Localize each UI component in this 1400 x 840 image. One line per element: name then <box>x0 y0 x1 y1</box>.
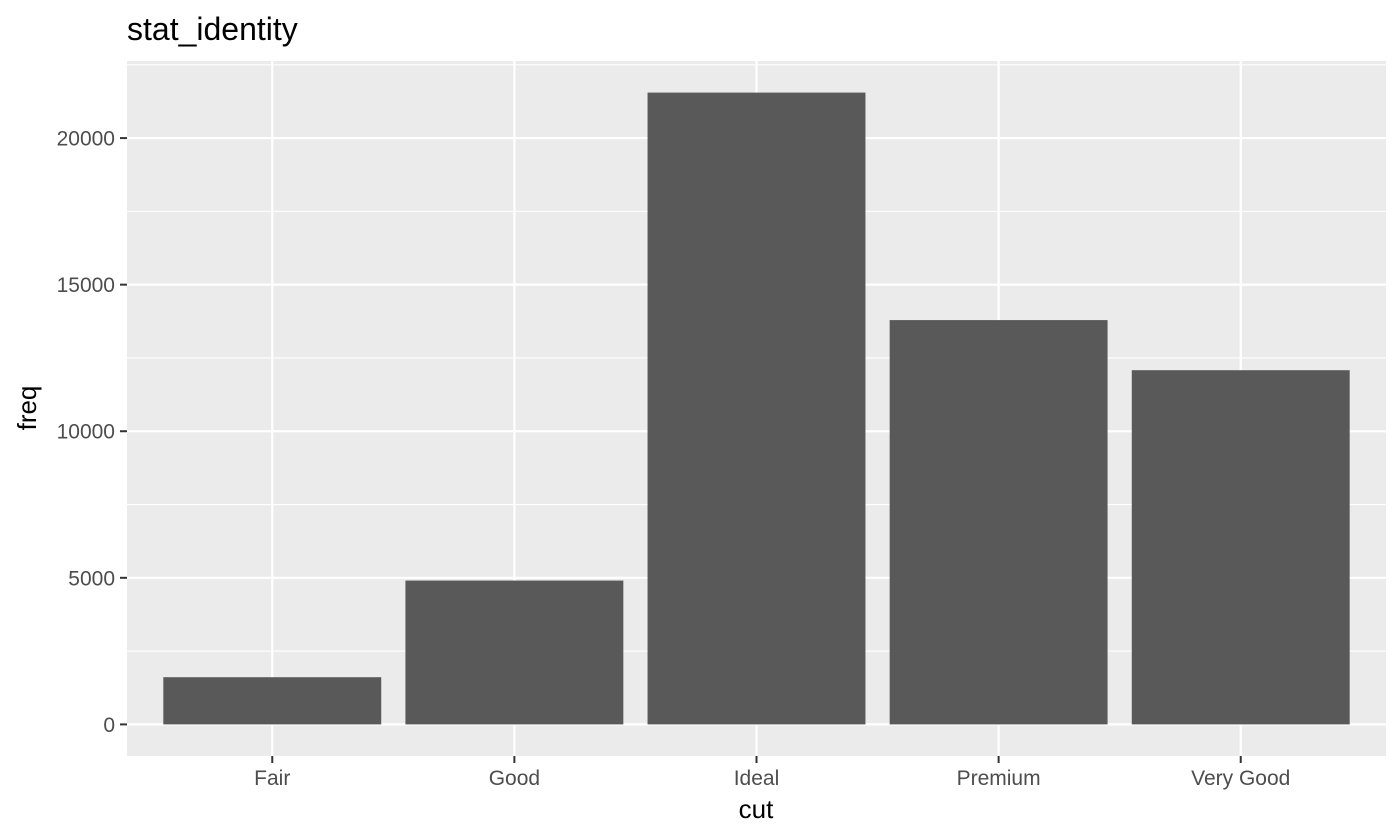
x-tick-label: Ideal <box>734 767 780 790</box>
chart-title: stat_identity <box>127 11 298 47</box>
x-tick-label: Fair <box>254 767 290 790</box>
bars <box>163 92 1350 725</box>
bar-good <box>405 580 624 725</box>
x-tick-label: Premium <box>957 767 1041 790</box>
bar-very-good <box>1131 370 1350 725</box>
y-tick-label: 15000 <box>57 274 115 297</box>
x-tick-label: Good <box>489 767 540 790</box>
y-tick-label: 10000 <box>57 421 115 444</box>
x-tick-label: Very Good <box>1191 767 1290 790</box>
x-axis-title: cut <box>739 794 774 824</box>
bar-ideal <box>647 92 866 725</box>
x-axis: Fair Good Ideal Premium Very Good <box>254 756 1290 790</box>
y-tick-label: 0 <box>103 714 115 737</box>
y-tick-label: 5000 <box>68 567 115 590</box>
y-axis: 0 5000 10000 15000 20000 <box>57 128 127 737</box>
bar-fair <box>163 677 382 725</box>
y-tick-label: 20000 <box>57 128 115 151</box>
y-axis-title: freq <box>12 386 42 431</box>
bar-premium <box>889 320 1108 725</box>
